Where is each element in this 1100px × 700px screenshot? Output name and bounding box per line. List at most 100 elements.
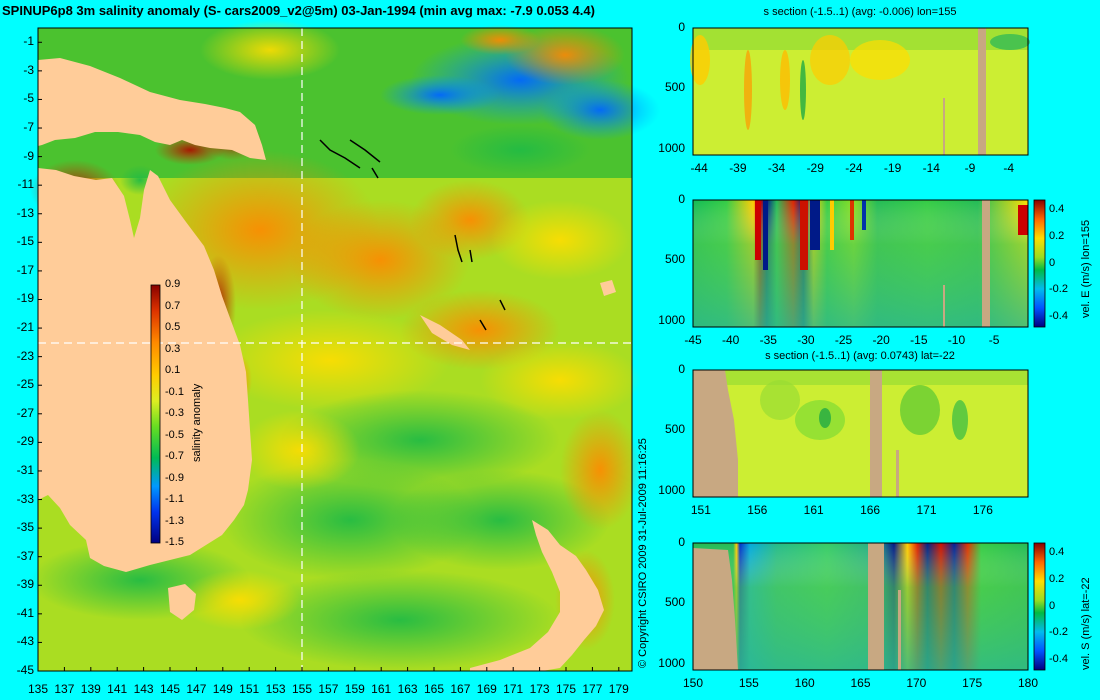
section-y-tick-label: 500: [664, 595, 685, 610]
salinity-colorbar-tick-label: 0.1: [165, 364, 181, 376]
vel-colorbar-tick-label: 0: [1049, 599, 1056, 612]
section-x-tick-label: 171: [916, 503, 937, 517]
map-y-tick-label: -45: [16, 663, 34, 677]
panel-s-section-lon: [690, 27, 1030, 156]
section-x-tick-label: 166: [860, 503, 881, 517]
map-x-tick-label: 169: [476, 682, 497, 696]
section-x-tick-label: -10: [947, 333, 966, 347]
map-y-tick-label: -1: [23, 34, 34, 49]
vel-colorbar-tick-label: -0.2: [1049, 626, 1068, 639]
section-x-tick-label: 151: [690, 503, 711, 517]
section-x-tick-label: -14: [922, 161, 940, 175]
panel1-land: [978, 28, 986, 155]
section-y-tick-label: 0: [678, 192, 685, 206]
map-x-tick-label: 147: [186, 682, 207, 696]
salinity-colorbar-label: salinity anomaly: [191, 383, 203, 462]
panel3-field: [693, 370, 1028, 497]
section-x-tick-label: -45: [684, 333, 702, 347]
figure-title: SPINUP6p8 3m salinity anomaly (S- cars20…: [2, 3, 595, 18]
vel-colorbar-tick-label: -0.4: [1049, 310, 1068, 322]
section-y-tick-label: 0: [678, 20, 685, 34]
map-y-tick-label: -13: [16, 205, 34, 220]
map-y-tick-label: -19: [16, 291, 34, 306]
salinity-colorbar-tick-label: -0.7: [165, 450, 184, 462]
section-x-tick-label: -24: [845, 161, 863, 175]
map-y-tick-label: -31: [16, 462, 34, 477]
map-x-tick-label: 175: [555, 682, 577, 696]
salinity-colorbar-tick-label: 0.3: [165, 342, 181, 355]
salinity-colorbar-tick-label: 0.5: [165, 321, 181, 333]
section-lines: [38, 28, 632, 671]
vel-e-colorbar: [1033, 199, 1046, 328]
map-x-tick-label: 155: [291, 682, 313, 696]
section-x-tick-label: 165: [850, 676, 871, 690]
section-x-tick-label: 175: [962, 676, 983, 690]
salinity-colorbar-tick-label: -1.3: [165, 514, 184, 527]
section-x-tick-label: -35: [759, 333, 777, 347]
section-y-tick-label: 500: [664, 252, 685, 267]
map-x-tick-label: 173: [529, 682, 550, 696]
section-y-tick-label: 1000: [658, 655, 685, 670]
vel-colorbar-tick-label: 0.2: [1049, 229, 1065, 242]
section-y-tick-label: 500: [664, 80, 685, 95]
map-y-tick-label: -39: [16, 577, 34, 592]
salinity-colorbar-tick-label: -1.1: [165, 493, 184, 505]
map-y-tick-label: -35: [16, 520, 34, 535]
section-x-tick-label: -25: [834, 333, 853, 347]
section-x-tick-label: 176: [972, 503, 993, 517]
vel-colorbar-tick-label: -0.4: [1049, 653, 1068, 665]
section-x-tick-label: -4: [1003, 161, 1014, 175]
section-y-tick-label: 0: [678, 362, 685, 376]
map-y-tick-label: -15: [16, 234, 34, 249]
salinity-colorbar-tick-label: -0.9: [165, 471, 184, 484]
map-x-tick-label: 159: [344, 682, 365, 696]
map-x-tick-label: 149: [212, 682, 233, 696]
map-x-tick-label: 157: [318, 682, 339, 696]
map-y-tick-marks: [38, 41, 42, 672]
map-x-tick-label: 145: [159, 682, 181, 696]
map-y-tick-label: -23: [16, 348, 34, 363]
section-x-tick-label: 180: [1017, 676, 1039, 690]
panel-vel-s-section: [692, 542, 1046, 671]
section-x-tick-label: -34: [767, 161, 786, 175]
copyright-text: © Copyright CSIRO 2009 31-Jul-2009 11:16…: [637, 438, 649, 668]
map-y-tick-label: -43: [16, 634, 34, 649]
panel-s-section-lat: [692, 369, 1029, 498]
panel1-title: s section (-1.5..1) (avg: -0.006) lon=15…: [763, 6, 957, 18]
map-y-tick-label: -37: [16, 548, 34, 563]
panel2-land: [982, 200, 990, 327]
section-x-tick-label: -29: [806, 161, 824, 175]
map-y-tick-label: -11: [17, 177, 34, 192]
map-y-tick-label: -41: [16, 605, 34, 620]
section-x-tick-label: -39: [729, 161, 747, 175]
map-y-tick-label: -27: [16, 405, 34, 420]
map-x-tick-label: 161: [371, 682, 392, 696]
map-x-tick-label: 165: [423, 682, 445, 696]
map-x-tick-label: 139: [80, 682, 101, 696]
map-x-tick-label: 163: [397, 682, 418, 696]
map-x-tick-label: 151: [239, 682, 260, 696]
section-x-tick-label: 150: [682, 676, 704, 690]
map-x-tick-label: 179: [608, 682, 629, 696]
vel-s-colorbar: [1033, 542, 1046, 671]
section-x-tick-label: 170: [906, 676, 927, 690]
map-x-tick-label: 143: [133, 682, 154, 696]
map-y-tick-label: -33: [16, 491, 34, 506]
section-y-tick-label: 1000: [658, 312, 685, 327]
map-y-tick-label: -3: [23, 62, 34, 77]
map-land: [38, 58, 616, 671]
salinity-colorbar-tick-label: -0.3: [165, 407, 184, 419]
section-y-tick-label: 1000: [658, 140, 685, 155]
map-y-tick-label: -9: [23, 148, 34, 163]
section-x-tick-label: 161: [803, 503, 824, 517]
salinity-colorbar-tick-label: -0.5: [165, 428, 184, 441]
vel-colorbar-tick-label: 0: [1049, 256, 1056, 269]
section-y-tick-label: 0: [678, 535, 685, 549]
salinity-colorbar: [150, 284, 161, 544]
map-x-tick-label: 141: [107, 682, 128, 696]
panel3-title: s section (-1.5..1) (avg: 0.0743) lat=-2…: [765, 350, 955, 362]
map-x-tick-label: 137: [54, 682, 75, 696]
panel3-land: [693, 370, 738, 497]
section-x-tick-label: 160: [794, 676, 815, 690]
